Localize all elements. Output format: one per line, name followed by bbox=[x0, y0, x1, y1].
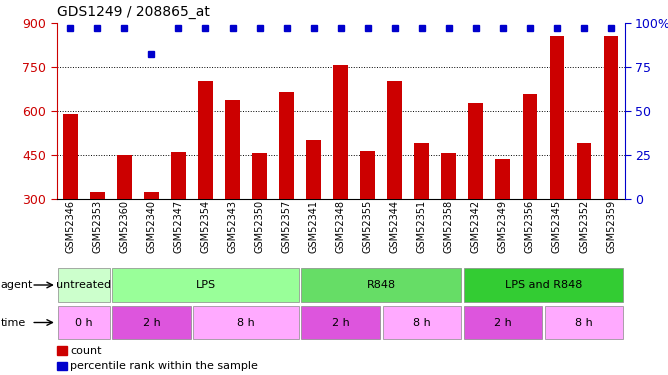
Text: 8 h: 8 h bbox=[237, 318, 255, 327]
Text: GDS1249 / 208865_at: GDS1249 / 208865_at bbox=[57, 5, 210, 19]
Text: 2 h: 2 h bbox=[142, 318, 160, 327]
Bar bbox=[171, 152, 186, 199]
Bar bbox=[576, 143, 591, 199]
Bar bbox=[545, 306, 623, 339]
Bar bbox=[112, 268, 299, 302]
Text: agent: agent bbox=[1, 280, 33, 290]
Text: count: count bbox=[70, 346, 102, 356]
Text: LPS: LPS bbox=[196, 280, 216, 290]
Text: percentile rank within the sample: percentile rank within the sample bbox=[70, 361, 258, 371]
Bar bbox=[90, 192, 105, 199]
Bar bbox=[57, 346, 67, 355]
Bar bbox=[414, 143, 430, 199]
Bar bbox=[117, 155, 132, 199]
Bar bbox=[279, 92, 294, 199]
Bar bbox=[306, 140, 321, 199]
Bar bbox=[333, 65, 348, 199]
Bar bbox=[198, 81, 213, 199]
Bar bbox=[387, 81, 402, 199]
Bar bbox=[550, 36, 564, 199]
Text: R848: R848 bbox=[367, 280, 396, 290]
Bar bbox=[442, 153, 456, 199]
Text: 2 h: 2 h bbox=[332, 318, 349, 327]
Bar bbox=[58, 268, 110, 302]
Bar bbox=[464, 268, 623, 302]
Bar bbox=[144, 192, 159, 199]
Bar bbox=[301, 306, 380, 339]
Bar bbox=[57, 362, 67, 370]
Text: 2 h: 2 h bbox=[494, 318, 512, 327]
Bar bbox=[112, 306, 190, 339]
Bar bbox=[63, 114, 77, 199]
Bar bbox=[496, 159, 510, 199]
Bar bbox=[193, 306, 299, 339]
Bar bbox=[604, 36, 619, 199]
Bar bbox=[522, 94, 537, 199]
Text: LPS and R848: LPS and R848 bbox=[505, 280, 582, 290]
Text: untreated: untreated bbox=[56, 280, 112, 290]
Bar bbox=[225, 100, 240, 199]
Bar bbox=[464, 306, 542, 339]
Bar bbox=[383, 306, 461, 339]
Text: 8 h: 8 h bbox=[413, 318, 431, 327]
Bar bbox=[360, 151, 375, 199]
Text: 0 h: 0 h bbox=[75, 318, 93, 327]
Bar bbox=[301, 268, 461, 302]
Bar bbox=[252, 153, 267, 199]
Bar bbox=[58, 306, 110, 339]
Bar bbox=[468, 103, 484, 199]
Text: time: time bbox=[1, 318, 26, 327]
Text: 8 h: 8 h bbox=[575, 318, 593, 327]
